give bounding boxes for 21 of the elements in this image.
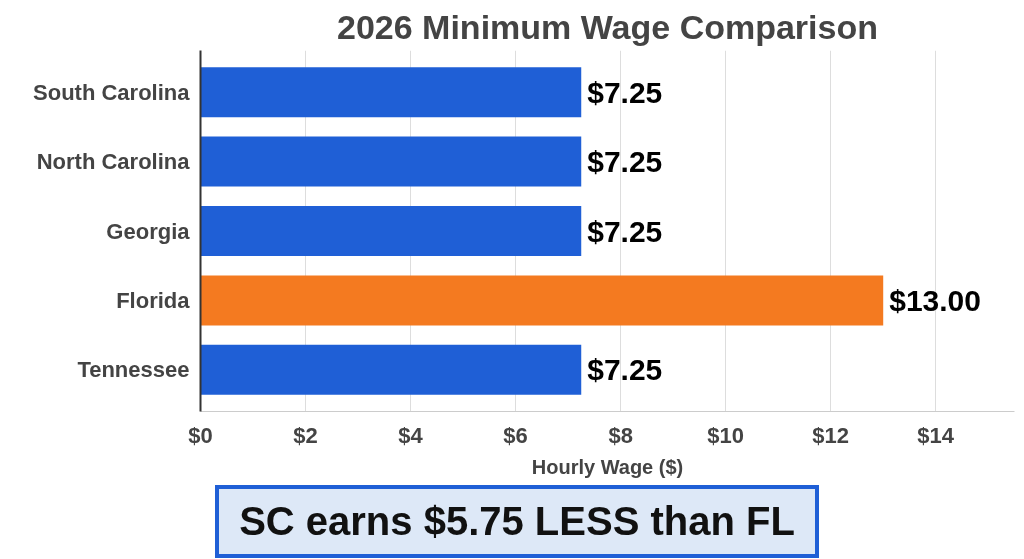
x-tick-label: $0 bbox=[188, 422, 213, 448]
y-tick-label: Tennessee bbox=[77, 357, 190, 383]
x-tick-label: $2 bbox=[293, 422, 318, 448]
chart-title: 2026 Minimum Wage Comparison bbox=[337, 7, 878, 46]
data-label: $13.00 bbox=[889, 283, 981, 317]
x-tick-label: $12 bbox=[812, 422, 850, 448]
x-tick-label: $4 bbox=[398, 422, 424, 448]
x-tick-label: $8 bbox=[608, 422, 633, 448]
x-tick-label: $10 bbox=[707, 422, 745, 448]
x-tick-label: $14 bbox=[917, 422, 955, 448]
text: SC earns $5.75 LESS than FL bbox=[215, 485, 819, 559]
data-label: $7.25 bbox=[587, 75, 663, 109]
x-tick-label: $6 bbox=[503, 422, 528, 448]
data-label: $7.25 bbox=[587, 145, 663, 179]
x-axis-title: Hourly Wage ($) bbox=[531, 455, 684, 478]
y-tick-label: Georgia bbox=[106, 218, 191, 244]
data-label: $7.25 bbox=[587, 353, 663, 387]
y-tick-label: South Carolina bbox=[33, 79, 191, 105]
data-label: $7.25 bbox=[587, 214, 663, 248]
y-tick-label: North Carolina bbox=[36, 149, 191, 175]
y-tick-label: Florida bbox=[116, 287, 191, 313]
